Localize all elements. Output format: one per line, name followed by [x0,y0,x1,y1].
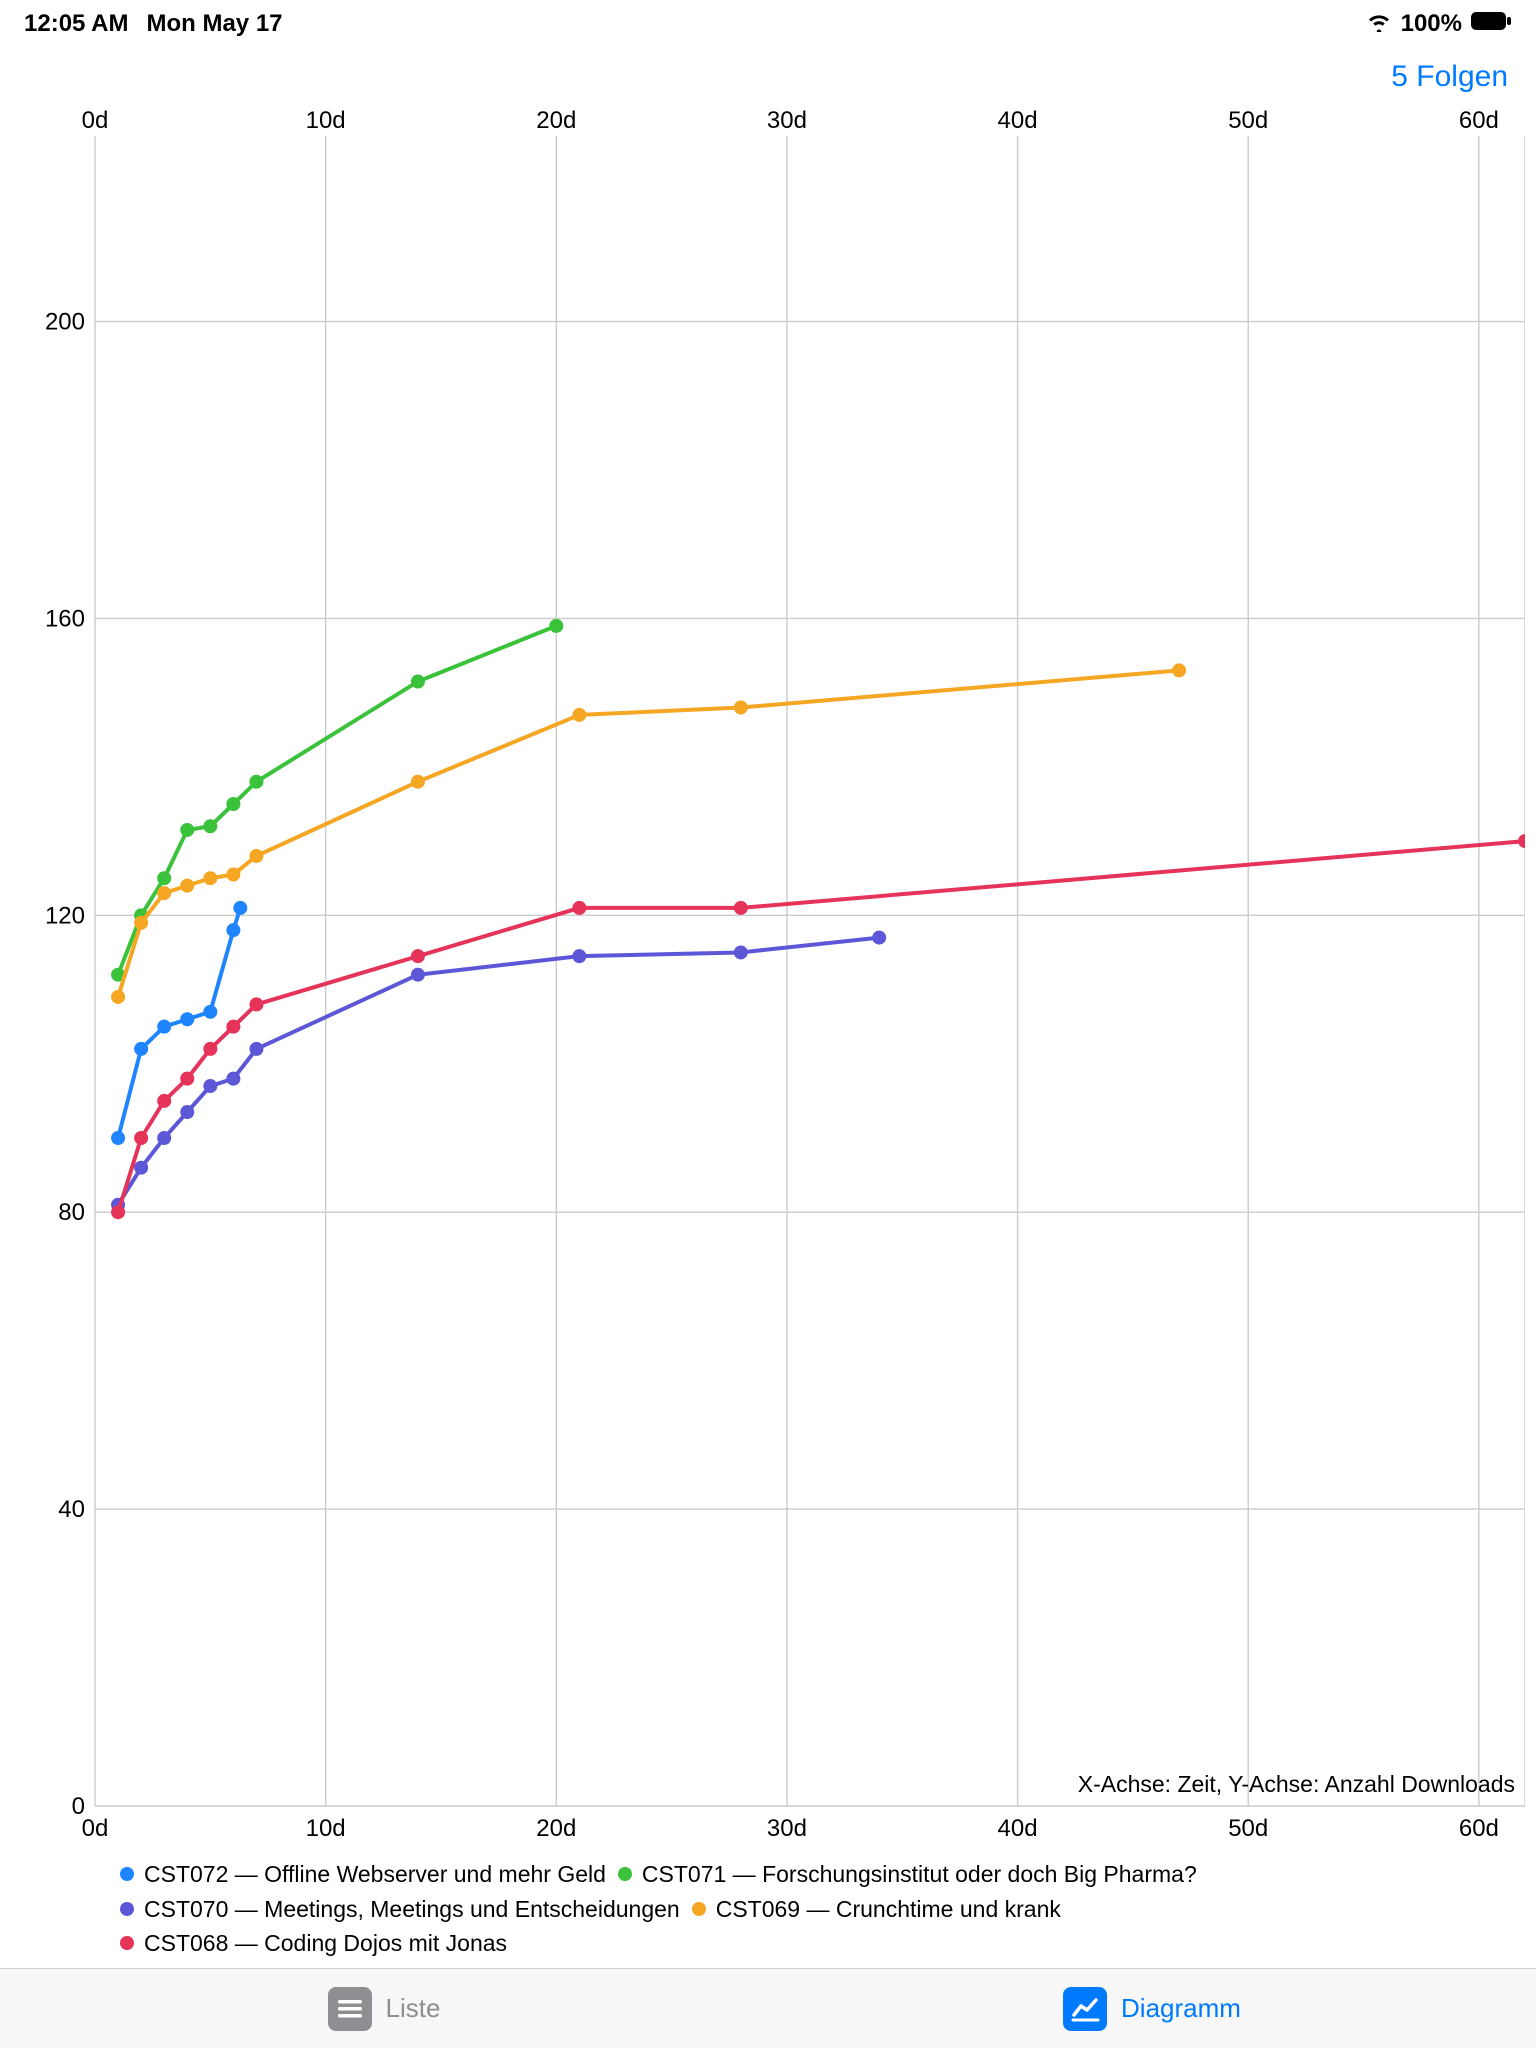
svg-text:160: 160 [45,605,85,632]
chart-icon [1063,1987,1107,2031]
svg-text:120: 120 [45,902,85,929]
series-marker-cst070 [734,945,748,959]
series-marker-cst072 [226,923,240,937]
legend-item-cst069[interactable]: CST069 — Crunchtime und krank [692,1892,1061,1927]
legend-label: CST068 — Coding Dojos mit Jonas [144,1926,507,1961]
legend-label: CST070 — Meetings, Meetings und Entschei… [144,1892,680,1927]
svg-text:60d: 60d [1459,107,1499,134]
legend-dot-icon [120,1936,134,1950]
svg-text:30d: 30d [767,1815,807,1842]
series-marker-cst070 [157,1131,171,1145]
episodes-count-link[interactable]: 5 Folgen [1391,60,1508,94]
svg-text:0d: 0d [82,1815,109,1842]
series-marker-cst070 [226,1072,240,1086]
series-marker-cst068 [111,1205,125,1219]
series-marker-cst069 [249,849,263,863]
tab-bar: Liste Diagramm [0,1968,1536,2048]
svg-text:40: 40 [58,1496,85,1523]
series-marker-cst068 [411,949,425,963]
svg-text:40d: 40d [998,107,1038,134]
tab-list-label: Liste [386,1993,441,2024]
nav-bar: 5 Folgen [0,44,1536,106]
series-marker-cst069 [1172,663,1186,677]
series-marker-cst069 [134,916,148,930]
battery-icon [1470,10,1512,38]
tab-list[interactable]: Liste [0,1969,768,2048]
svg-text:10d: 10d [306,107,346,134]
legend-item-cst068[interactable]: CST068 — Coding Dojos mit Jonas [120,1926,507,1961]
legend-dot-icon [618,1867,632,1881]
series-marker-cst071 [157,871,171,885]
legend-label: CST071 — Forschungsinstitut oder doch Bi… [642,1857,1197,1892]
series-marker-cst068 [134,1131,148,1145]
svg-text:30d: 30d [767,107,807,134]
series-marker-cst070 [180,1105,194,1119]
series-marker-cst069 [157,886,171,900]
series-marker-cst070 [249,1042,263,1056]
series-marker-cst072 [134,1042,148,1056]
series-marker-cst071 [249,775,263,789]
series-marker-cst068 [249,997,263,1011]
downloads-chart: 0d 0d 10d 10d 20d 20d 30d 30d 40d 40d 50d 50d 60d 60d… [20,106,1525,1846]
series-marker-cst070 [872,931,886,945]
series-marker-cst069 [203,871,217,885]
svg-text:80: 80 [58,1199,85,1226]
svg-text:60d: 60d [1459,1815,1499,1842]
status-time: 12:05 AM [24,10,128,38]
series-marker-cst068 [572,901,586,915]
series-marker-cst070 [411,968,425,982]
series-marker-cst071 [203,819,217,833]
series-marker-cst069 [734,701,748,715]
series-marker-cst070 [572,949,586,963]
series-marker-cst070 [203,1079,217,1093]
legend-dot-icon [120,1867,134,1881]
legend-label: CST072 — Offline Webserver und mehr Geld [144,1857,606,1892]
svg-text:0: 0 [72,1793,85,1820]
status-bar: 12:05 AM Mon May 17 100% [0,0,1536,44]
status-date: Mon May 17 [146,10,282,38]
list-icon [328,1987,372,2031]
series-marker-cst072 [157,1020,171,1034]
series-marker-cst072 [180,1012,194,1026]
series-marker-cst072 [111,1131,125,1145]
svg-text:40d: 40d [998,1815,1038,1842]
series-marker-cst071 [549,619,563,633]
chart-legend: CST072 — Offline Webserver und mehr Geld… [0,1851,1536,1971]
svg-text:50d: 50d [1228,107,1268,134]
legend-item-cst071[interactable]: CST071 — Forschungsinstitut oder doch Bi… [618,1857,1197,1892]
legend-label: CST069 — Crunchtime und krank [716,1892,1061,1927]
series-marker-cst069 [111,990,125,1004]
chart-area: 0d 0d 10d 10d 20d 20d 30d 30d 40d 40d 50d 50d 60d 60d… [0,106,1536,1851]
legend-dot-icon [692,1902,706,1916]
svg-text:50d: 50d [1228,1815,1268,1842]
svg-text:20d: 20d [536,107,576,134]
series-marker-cst068 [203,1042,217,1056]
svg-text:200: 200 [45,309,85,336]
series-marker-cst071 [226,797,240,811]
battery-percent: 100% [1401,10,1462,38]
axis-caption: X-Achse: Zeit, Y-Achse: Anzahl Downloads [1078,1771,1515,1797]
series-marker-cst071 [411,675,425,689]
tab-chart-label: Diagramm [1121,1993,1241,2024]
series-marker-cst069 [226,868,240,882]
svg-text:20d: 20d [536,1815,576,1842]
series-marker-cst068 [226,1020,240,1034]
series-marker-cst068 [180,1072,194,1086]
legend-item-cst070[interactable]: CST070 — Meetings, Meetings und Entschei… [120,1892,680,1927]
series-marker-cst070 [134,1161,148,1175]
series-marker-cst068 [734,901,748,915]
series-marker-cst069 [572,708,586,722]
legend-item-cst072[interactable]: CST072 — Offline Webserver und mehr Geld [120,1857,606,1892]
svg-text:10d: 10d [306,1815,346,1842]
series-marker-cst072 [203,1005,217,1019]
wifi-icon [1365,10,1393,39]
series-marker-cst068 [157,1094,171,1108]
svg-text:0d: 0d [82,107,109,134]
legend-dot-icon [120,1902,134,1916]
series-marker-cst069 [411,775,425,789]
tab-chart[interactable]: Diagramm [768,1969,1536,2048]
series-marker-cst071 [180,823,194,837]
series-marker-cst069 [180,879,194,893]
series-marker-cst072 [233,901,247,915]
